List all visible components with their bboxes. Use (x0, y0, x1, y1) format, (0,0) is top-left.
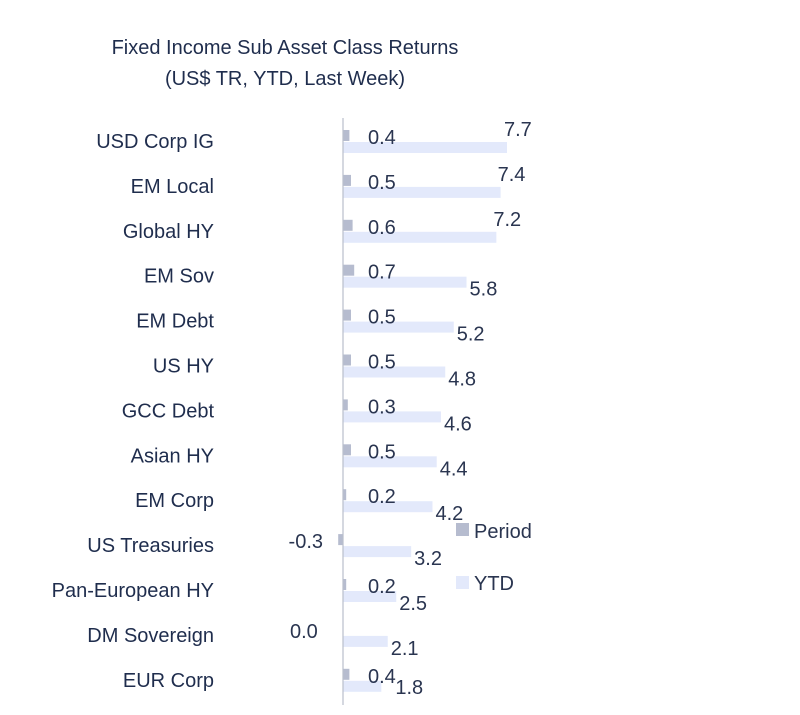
period-bar (343, 489, 347, 501)
period-bar (343, 354, 351, 366)
period-value-label: 0.5 (368, 441, 396, 463)
category-label: EM Debt (136, 311, 214, 333)
period-value-label: 0.6 (368, 217, 396, 239)
period-value-label: 0.5 (368, 172, 396, 194)
legend: Period YTD (456, 521, 532, 595)
period-value-label: 0.0 (290, 621, 318, 643)
category-label: EM Local (131, 176, 214, 198)
category-label: DM Sovereign (87, 625, 214, 647)
period-bar (343, 399, 348, 411)
ytd-bar (343, 231, 497, 243)
ytd-value-label: 7.4 (498, 164, 526, 186)
period-bar (343, 444, 351, 456)
period-bar (343, 668, 350, 680)
category-label: EUR Corp (123, 670, 214, 692)
ytd-value-label: 4.6 (444, 413, 472, 435)
ytd-value-label: 3.2 (414, 548, 442, 570)
ytd-bar (343, 186, 501, 198)
legend-label-period: Period (474, 521, 532, 543)
category-label: US Treasuries (87, 535, 214, 557)
period-value-label: 0.2 (368, 486, 396, 508)
ytd-value-label: 7.7 (504, 119, 532, 141)
category-label: GCC Debt (122, 400, 215, 422)
ytd-bar (343, 276, 467, 288)
ytd-value-label: 4.2 (435, 503, 463, 525)
category-label: Asian HY (131, 445, 214, 467)
ytd-value-label: 4.8 (448, 369, 476, 391)
ytd-bar (343, 142, 508, 153)
ytd-value-label: 5.2 (457, 324, 485, 346)
category-label: USD Corp IG (96, 131, 214, 153)
ytd-bar (343, 321, 454, 333)
ytd-bar (343, 680, 382, 692)
period-value-label: 0.2 (368, 576, 396, 598)
category-label: Pan-European HY (52, 580, 214, 602)
period-bar (343, 309, 351, 321)
legend-swatch-period (456, 523, 469, 536)
ytd-bar (343, 501, 433, 513)
period-bar (343, 264, 355, 276)
period-value-label: 0.4 (368, 127, 396, 149)
period-value-label: 0.5 (368, 352, 396, 374)
ytd-bar (343, 366, 446, 378)
period-value-label: 0.3 (368, 396, 396, 418)
period-value-label: -0.3 (289, 531, 323, 553)
period-bar (343, 174, 351, 186)
category-label: Global HY (123, 221, 214, 243)
period-value-label: 0.7 (368, 262, 396, 284)
ytd-bar (343, 546, 412, 558)
chart-title: Fixed Income Sub Asset Class Returns (112, 37, 459, 59)
period-bar (338, 534, 343, 546)
bar-group: USD Corp IG 0.4 7.7 EM Local 0.5 7.4 Global HY… (52, 119, 532, 699)
ytd-value-label: 4.4 (440, 458, 468, 480)
ytd-bar (343, 411, 441, 423)
period-bar (343, 579, 347, 590)
period-value-label: 0.4 (368, 666, 396, 688)
chart-subtitle: (US$ TR, YTD, Last Week) (165, 68, 405, 90)
period-value-label: 0.5 (368, 307, 396, 329)
legend-swatch-ytd (456, 576, 469, 589)
category-label: EM Corp (135, 490, 214, 512)
ytd-value-label: 7.2 (493, 209, 521, 231)
ytd-bar (343, 635, 388, 647)
category-label: US HY (153, 356, 214, 378)
period-bar (343, 219, 353, 231)
ytd-value-label: 2.1 (391, 638, 419, 660)
period-bar (343, 130, 350, 141)
ytd-value-label: 1.8 (395, 677, 423, 699)
category-label: EM Sov (144, 266, 214, 288)
legend-label-ytd: YTD (474, 573, 514, 595)
ytd-bar (343, 591, 397, 602)
ytd-bar (343, 456, 437, 468)
ytd-value-label: 5.8 (470, 279, 498, 301)
ytd-value-label: 2.5 (399, 593, 427, 615)
